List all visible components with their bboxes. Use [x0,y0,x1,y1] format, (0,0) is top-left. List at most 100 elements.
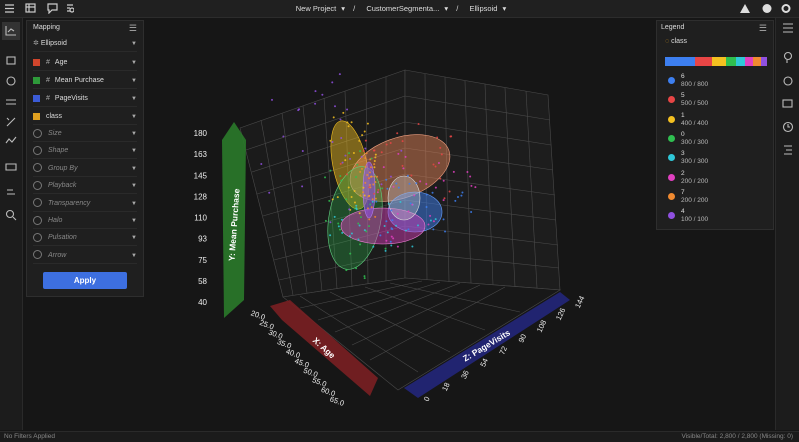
field-type: # [46,77,50,84]
point [469,175,472,178]
point [373,149,376,152]
point [374,156,377,159]
point [340,136,343,139]
point [331,198,334,201]
point [434,218,437,221]
option-icon [33,180,42,190]
option-row[interactable]: Playback ▼ [33,179,137,195]
tool-icons[interactable] [0,18,22,228]
point [366,173,369,176]
axis-mapping[interactable]: # Age ▼ [33,56,137,71]
point [419,180,422,183]
legend-swatch[interactable] [668,96,675,104]
caret: ▼ [131,148,137,155]
ellipsoids [327,120,451,270]
color-bar-segment [726,57,736,66]
legend-swatch[interactable] [668,115,675,123]
option-row[interactable]: Halo ▼ [33,214,137,229]
crumb[interactable]: New Project ▾ [295,4,346,13]
caret: ▼ [131,183,137,190]
legend-swatch[interactable] [668,192,675,200]
point [329,169,332,172]
point [374,180,377,183]
legend-swatch[interactable] [668,77,675,84]
point [355,267,358,270]
legend-label: 6 [681,73,685,80]
caret: ▼ [131,96,137,102]
axis-mapping[interactable]: # PageVisits ▼ [33,92,137,107]
color-bar [665,57,767,66]
axis-mapping[interactable]: # Mean Purchase ▼ [33,74,137,89]
point [362,150,365,153]
option-row[interactable]: Group By ▼ [33,162,137,177]
color-bar-segment [761,57,767,66]
point [363,229,366,232]
point [380,151,383,154]
point [282,135,285,138]
option-label: Shape [48,147,69,155]
caret: ▼ [131,78,137,84]
point [434,165,437,168]
point [363,130,366,133]
point [374,153,377,156]
point [411,245,414,248]
point [340,179,343,182]
axis-badge [33,94,40,102]
point [364,157,367,160]
point [375,200,378,203]
legend-swatch[interactable] [668,173,675,181]
point [392,185,395,188]
z-tick-label: 54 [478,357,490,368]
option-label: Playback [48,182,77,190]
chart-type-select[interactable]: ✲ Ellipsoid ▼ [33,37,137,52]
point [407,228,410,231]
option-row[interactable]: Shape ▼ [33,144,137,160]
point [355,204,358,207]
option-icon [33,128,42,138]
point [367,195,370,198]
tool-icons[interactable] [776,18,799,168]
z-tick-label: 36 [459,369,471,380]
crumb[interactable]: CustomerSegmenta... ▾ [366,4,449,13]
legend-swatch[interactable] [668,154,675,162]
point [321,93,324,96]
menu-icon[interactable]: ☰ [758,23,767,33]
toolbar-right[interactable] [740,3,796,14]
legend-swatch[interactable] [668,212,675,220]
crumb[interactable]: Ellipsoid ▾ [469,4,507,13]
point [345,269,348,272]
point [342,111,345,114]
point [350,121,353,124]
filter-status: No Filters Applied [4,433,55,440]
x-axis-band [270,300,378,396]
point [395,224,398,227]
point [399,200,402,203]
point [405,229,408,232]
legend-field-name: class [671,38,688,45]
toolbar-icons[interactable] [4,3,74,14]
legend-label: 3 [681,150,685,158]
point [431,191,434,194]
axis-mapping[interactable]: class ▼ [33,110,137,125]
option-row[interactable]: Pulsation ▼ [33,231,137,247]
color-bar-segment [665,57,695,66]
option-row[interactable]: Size ▼ [33,127,137,142]
point [364,181,367,184]
caret: ▼ [131,114,137,120]
point [385,239,388,242]
point [386,231,389,234]
point [390,235,393,238]
legend-swatch[interactable] [668,134,675,142]
point [466,171,469,174]
option-row[interactable]: Transparency ▼ [33,197,137,212]
menu-icon[interactable]: ☰ [128,23,137,33]
point [329,221,332,224]
point [333,215,336,218]
apply-button[interactable]: Apply [43,272,127,289]
option-label: Size [48,130,62,137]
point [332,116,335,119]
point [363,194,366,197]
point [341,161,344,164]
panel-header: Legend ☰ [661,21,767,35]
option-row[interactable]: Arrow ▼ [33,249,137,264]
